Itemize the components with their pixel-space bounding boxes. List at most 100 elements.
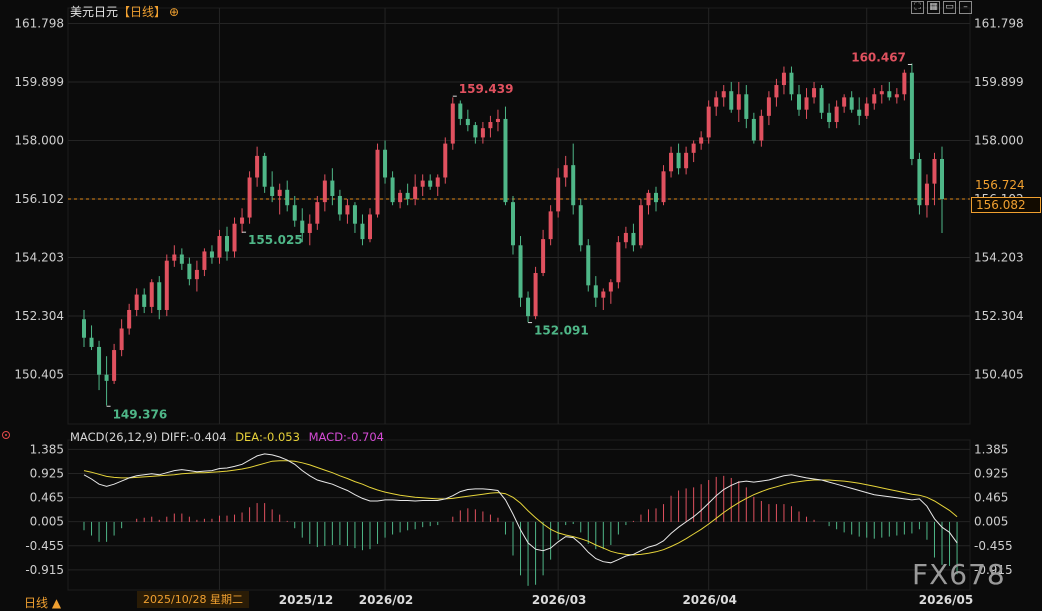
candle-body [541,239,546,274]
macd-tick-right: 0.925 [974,466,1008,480]
candle-body [902,72,907,95]
candle-body [368,214,372,240]
candle-body [277,189,282,196]
candle-body [435,177,440,187]
cursor-date-box: 2025/10/28 星期二 [137,591,249,608]
candle-body [661,171,666,203]
candle-body [405,192,410,200]
candle-body [812,88,817,98]
candle-body [548,211,553,240]
candle-body [917,158,922,206]
candle-body [924,183,929,206]
extreme-label: 159.439 [459,82,514,96]
candle-body [608,282,613,292]
window-icon[interactable]: ▭ [943,1,956,14]
candle-body [849,97,854,110]
candle-body [352,205,357,224]
candle-body [465,118,470,126]
candle-body [345,205,350,215]
candle-body [202,251,207,270]
candle-body [586,245,591,286]
price-tick-right: 161.798 [974,16,1024,30]
candle-body [533,273,538,317]
candle-body [601,291,606,298]
candle-body [495,118,500,123]
candle-body [894,94,899,98]
extreme-label: 160.467 [851,50,906,64]
candle-body [593,285,598,298]
dea-line [83,460,958,556]
candle-body [217,236,222,258]
grid-layout-icon[interactable]: ▦ [927,1,940,14]
candle-body [164,260,169,310]
candle-body [744,94,749,119]
candle-body [571,165,576,206]
candle-body [872,94,877,104]
macd-title[interactable]: MACD(26,12,9) [70,430,158,444]
indicator-settings-icon[interactable] [2,431,10,439]
candle-body [232,223,237,252]
macd-header: MACD(26,12,9) DIFF:-0.404 DEA:-0.053 MAC… [70,430,384,444]
candle-body [262,155,267,187]
candle-body [518,245,523,298]
candle-body [511,202,515,246]
diff-line [83,453,958,564]
candle-body [179,254,184,264]
candle-body [330,180,335,196]
candle-body [654,192,658,203]
ref-price-box: 156.082 [971,197,1041,213]
candle-body [759,115,764,141]
candle-body [82,319,86,338]
candle-body [887,91,892,98]
macd-tick-right: -0.455 [974,539,1013,553]
candle-body [714,97,719,107]
crosshair-zoom-icon[interactable]: ⊕ [169,5,180,19]
candle-body [104,374,109,381]
fullscreen-icon[interactable]: ⛶ [911,1,924,14]
candle-body [616,242,621,283]
candle-body [127,309,132,329]
candle-body [563,165,568,178]
macd-tick-left: 0.925 [30,466,64,480]
candle-body [736,94,741,110]
candle-body [360,223,365,240]
price-tick-left: 156.102 [14,192,64,206]
candle-body [398,192,403,203]
period-toggle[interactable]: 日线 ▲ [24,596,62,610]
candle-body [766,97,771,116]
period-label[interactable]: 【日线】 [118,5,167,19]
candle-body [789,72,794,95]
candle-body [503,118,508,203]
candle-body [157,282,162,310]
candle-body [473,125,478,138]
macd-tick-right: 1.385 [974,442,1008,456]
candle-body [480,128,485,138]
candle-body [638,205,643,246]
candle-body [842,97,847,107]
macd-tick-left: 0.465 [30,491,64,505]
candle-body [142,294,147,307]
candle-body [428,180,433,187]
candle-body [112,350,117,381]
watermark-logo: FX678 [912,558,1006,591]
candle-body [413,186,418,200]
extreme-label: 155.025 [248,233,303,247]
candle-body [255,155,260,178]
price-tick-left: 150.405 [14,368,64,382]
candle-body [337,195,342,215]
price-tick-right: 159.899 [974,75,1024,89]
macd-tick-left: -0.915 [25,563,64,577]
candle-body [89,337,94,347]
candle-body [450,103,455,144]
macd-dea-value: DEA:-0.053 [235,430,300,444]
candle-body [270,186,275,196]
minimize-icon[interactable]: – [959,1,972,14]
candle-body [827,112,832,123]
macd-tick-left: 0.005 [30,515,64,529]
candle-body [578,205,583,246]
candle-body [247,177,252,218]
candle-body [556,177,561,212]
price-tick-right: 152.304 [974,309,1024,323]
candle-body [721,91,726,98]
